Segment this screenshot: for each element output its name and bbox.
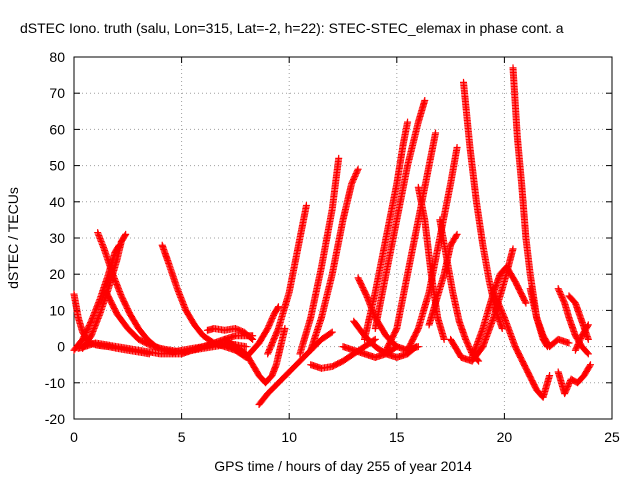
- series-22: [404, 144, 461, 354]
- data-point: [414, 343, 422, 351]
- series-35: [571, 321, 592, 354]
- data-point: [421, 96, 429, 104]
- series-20: [371, 96, 429, 332]
- x-tick-label: 20: [497, 429, 513, 445]
- data-point: [586, 362, 594, 370]
- series-11: [255, 328, 336, 409]
- series-19: [361, 118, 412, 343]
- marks: [70, 64, 594, 409]
- data-point: [453, 230, 461, 238]
- series-24: [425, 230, 461, 329]
- y-axis-label: dSTEC / TECUs: [5, 187, 21, 289]
- chart-title: dSTEC Iono. truth (salu, Lon=315, Lat=-2…: [20, 20, 564, 36]
- series-30: [490, 288, 554, 401]
- data-point: [522, 299, 530, 307]
- data-point: [586, 361, 594, 369]
- y-tick-label: 30: [49, 230, 65, 246]
- data-point: [452, 232, 460, 240]
- y-tick-label: -20: [45, 411, 65, 427]
- data-point: [498, 325, 506, 332]
- series-31: [526, 285, 573, 351]
- data-point: [327, 329, 335, 337]
- series-14: [307, 165, 362, 354]
- data-point: [328, 328, 336, 336]
- data-point: [248, 334, 256, 342]
- y-tick-label: 70: [49, 85, 65, 101]
- data-point: [249, 335, 257, 343]
- series-23: [414, 183, 448, 343]
- data-point: [371, 335, 379, 343]
- y-tick-label: 80: [49, 49, 65, 65]
- y-tick-label: 60: [49, 121, 65, 137]
- y-tick-label: 20: [49, 266, 65, 282]
- data-point: [565, 339, 573, 347]
- data-point: [242, 343, 250, 351]
- series-12: [264, 201, 310, 358]
- data-point: [546, 372, 554, 380]
- series-6: [158, 241, 250, 358]
- data-point: [453, 144, 461, 151]
- data-point: [353, 167, 361, 175]
- y-tick-label: 10: [49, 302, 65, 318]
- series-29: [509, 64, 551, 351]
- data-point: [274, 304, 282, 312]
- y-tick-label: 0: [57, 339, 65, 355]
- x-tick-label: 0: [70, 429, 78, 445]
- y-tick-label: -10: [45, 375, 65, 391]
- series-8: [203, 325, 257, 343]
- series-10: [231, 303, 282, 361]
- x-tick-label: 15: [389, 429, 405, 445]
- data-point: [583, 349, 591, 357]
- grid: [74, 57, 612, 419]
- x-tick-label: 25: [604, 429, 620, 445]
- data-point: [281, 325, 289, 332]
- data-point: [121, 232, 129, 240]
- series-33: [554, 361, 594, 398]
- data-point: [302, 201, 310, 209]
- data-point: [440, 335, 448, 343]
- data-point: [584, 350, 592, 358]
- y-tick-label: 50: [49, 158, 65, 174]
- x-tick-label: 5: [178, 429, 186, 445]
- data-point: [584, 322, 592, 330]
- series-25: [436, 216, 483, 365]
- series-15: [296, 154, 343, 358]
- data-point: [584, 321, 592, 329]
- series-4: [79, 230, 130, 352]
- series-28: [468, 263, 530, 361]
- x-tick-label: 10: [281, 429, 297, 445]
- data-point: [584, 335, 592, 343]
- x-axis-label: GPS time / hours of day 255 of year 2014: [214, 458, 472, 474]
- data-point: [432, 129, 440, 137]
- ticks: 0 5 10 15 20 25 -20 -10 0 10 20 30 40 50 60 70 80: [45, 49, 620, 445]
- data-point: [335, 154, 343, 162]
- data-point: [521, 298, 529, 306]
- data-point: [122, 230, 130, 238]
- data-point: [404, 118, 412, 126]
- data-point: [354, 165, 362, 173]
- y-tick-label: 40: [49, 194, 65, 210]
- data-point: [509, 245, 517, 253]
- series-21: [382, 129, 440, 354]
- data-point: [274, 303, 282, 311]
- data-point: [475, 357, 483, 365]
